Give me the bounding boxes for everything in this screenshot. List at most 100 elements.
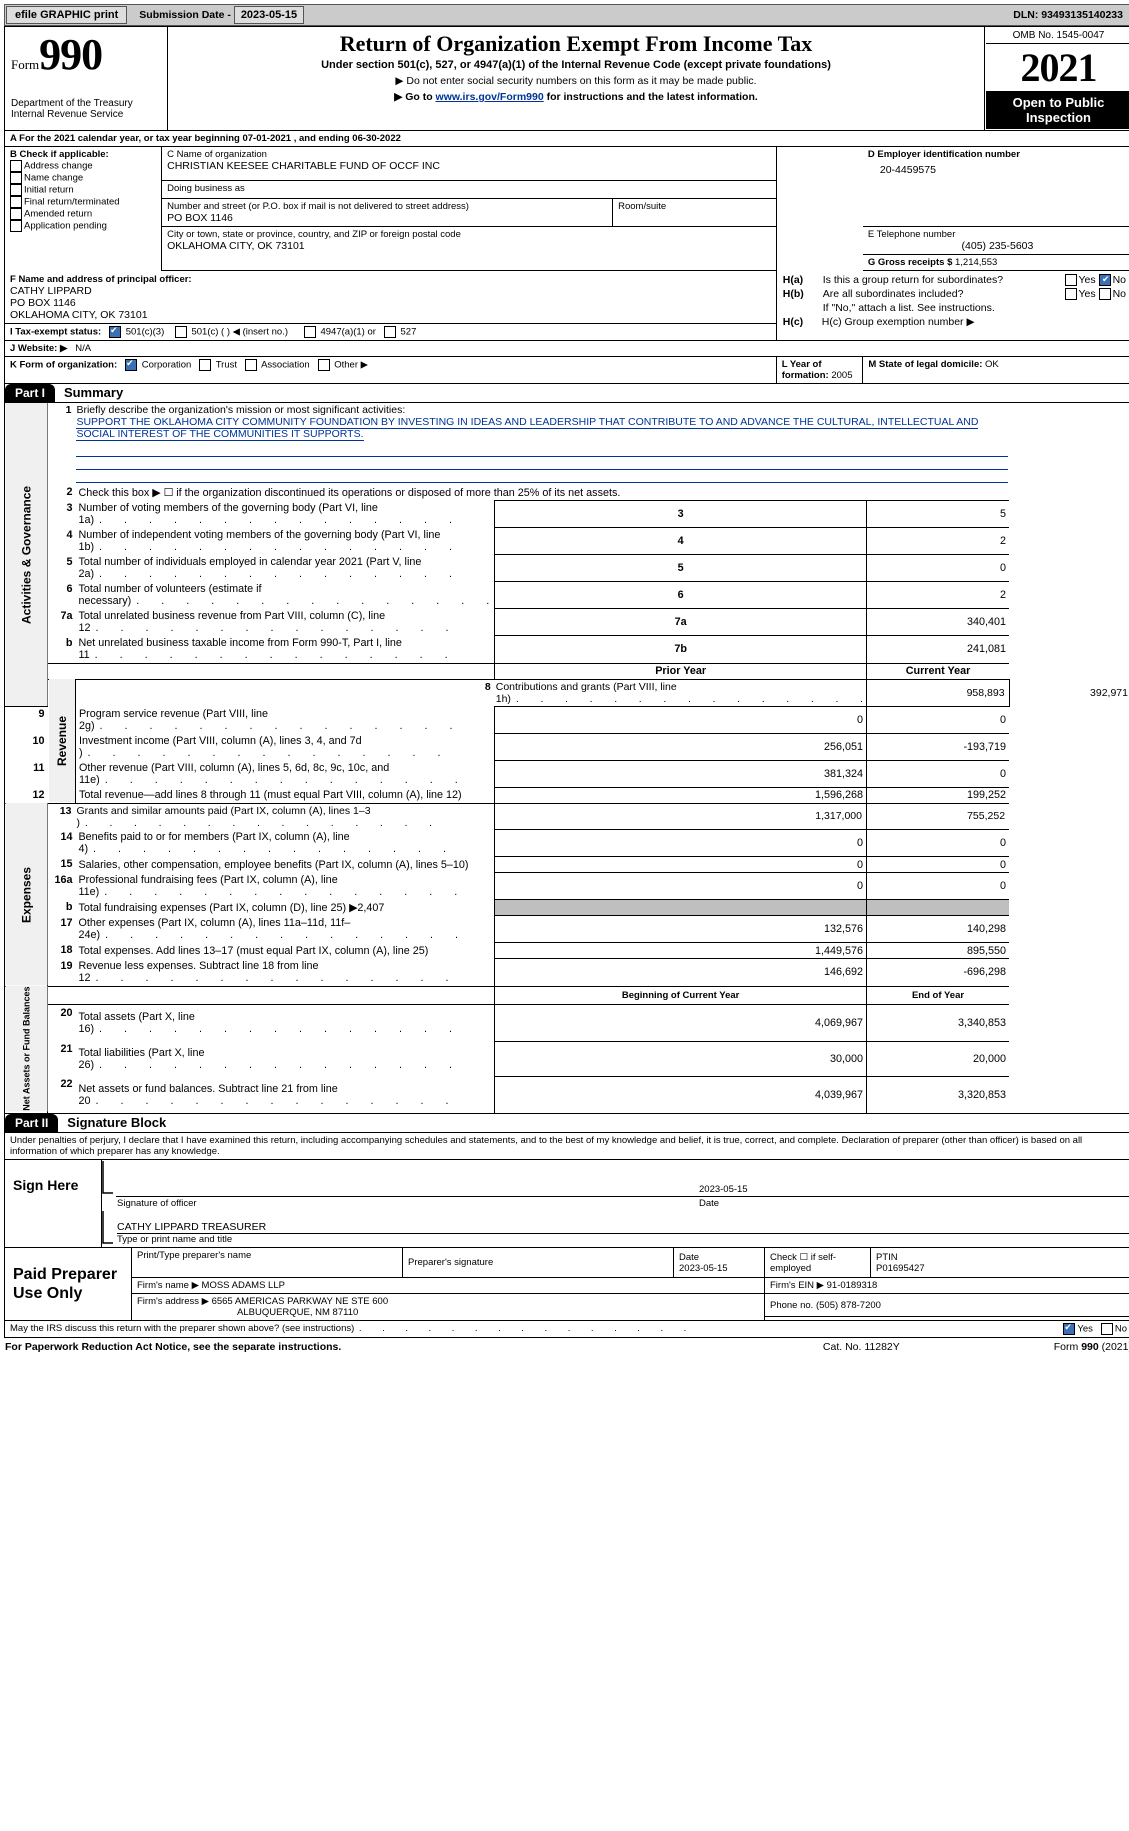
room-label: Room/suite xyxy=(613,199,776,226)
phone: (405) 235-5603 xyxy=(868,240,1127,252)
part1-body: Activities & Governance 1 Briefly descri… xyxy=(5,403,1129,1113)
e-label: E Telephone number xyxy=(868,229,1127,240)
chk-trust[interactable] xyxy=(199,359,211,371)
chk-final-return[interactable] xyxy=(10,196,22,208)
pp-sig-label: Preparer's signature xyxy=(403,1248,674,1278)
val-7a: 340,401 xyxy=(866,609,1009,636)
vert-activities: Activities & Governance xyxy=(5,403,48,706)
officer-name-title: CATHY LIPPARD TREASURER xyxy=(117,1213,1129,1234)
name-title-label: Type or print name and title xyxy=(117,1234,1129,1245)
chk-app-pending[interactable] xyxy=(10,220,22,232)
discuss-row: May the IRS discuss this return with the… xyxy=(5,1321,1129,1338)
hb-yes[interactable] xyxy=(1065,288,1077,300)
part1-title: Summary xyxy=(58,385,123,400)
footer-cat: Cat. No. 11282Y xyxy=(772,1338,951,1354)
chk-amended[interactable] xyxy=(10,208,22,220)
dept-label: Department of the Treasury Internal Reve… xyxy=(11,98,161,120)
val-5: 0 xyxy=(866,555,1009,582)
top-toolbar: efile GRAPHIC print Submission Date - 20… xyxy=(4,4,1129,26)
pp-date: 2023-05-15 xyxy=(679,1263,728,1274)
dln: DLN: 93493135140233 xyxy=(1013,9,1129,21)
chk-other[interactable] xyxy=(318,359,330,371)
val-3: 5 xyxy=(866,501,1009,528)
ein: 20-4459575 xyxy=(868,160,1127,176)
box-b: B Check if applicable: Address change Na… xyxy=(5,147,162,271)
col-prior: Prior Year xyxy=(495,663,867,679)
firm-name: MOSS ADAMS LLP xyxy=(202,1280,285,1291)
val-7b: 241,081 xyxy=(866,636,1009,664)
line1-label: Briefly describe the organization's miss… xyxy=(76,404,405,416)
c-label: C Name of organization xyxy=(167,149,771,160)
omb-number: OMB No. 1545-0047 xyxy=(986,28,1129,44)
section-a: A For the 2021 calendar year, or tax yea… xyxy=(5,131,1129,383)
discuss-yes[interactable] xyxy=(1063,1323,1075,1335)
box-k: K Form of organization: Corporation Trus… xyxy=(5,357,776,384)
chk-initial-return[interactable] xyxy=(10,184,22,196)
addr: PO BOX 1146 xyxy=(167,212,607,224)
col-begin: Beginning of Current Year xyxy=(495,986,867,1005)
box-i: I Tax-exempt status: 501(c)(3) 501(c) ( … xyxy=(5,324,776,341)
part2-tag: Part II xyxy=(5,1114,58,1132)
sig-date: 2023-05-15 xyxy=(698,1160,1129,1197)
chk-527[interactable] xyxy=(384,326,396,338)
ha-no[interactable] xyxy=(1099,274,1111,286)
chk-501c3[interactable] xyxy=(109,326,121,338)
sign-here-block: Sign Here 2023-05-15 Signature of office… xyxy=(5,1160,1129,1249)
val-6: 2 xyxy=(866,582,1009,609)
box-m: M State of legal domicile: OK xyxy=(863,357,1129,384)
sign-here: Sign Here xyxy=(5,1160,102,1211)
hb-no[interactable] xyxy=(1099,288,1111,300)
pp-name-label: Print/Type preparer's name xyxy=(137,1250,397,1261)
paid-preparer-block: Paid Preparer Use Only Print/Type prepar… xyxy=(5,1248,1129,1320)
chk-corp[interactable] xyxy=(125,359,137,371)
chk-name-change[interactable] xyxy=(10,172,22,184)
efile-print-button[interactable]: efile GRAPHIC print xyxy=(6,6,127,24)
note-link: ▶ Go to www.irs.gov/Form990 for instruct… xyxy=(174,91,978,103)
irs-link[interactable]: www.irs.gov/Form990 xyxy=(436,91,544,103)
ha-yes[interactable] xyxy=(1065,274,1077,286)
footer-left: For Paperwork Reduction Act Notice, see … xyxy=(4,1338,772,1354)
pp-self-employed: Check ☐ if self-employed xyxy=(765,1248,871,1278)
note-ssn: ▶ Do not enter social security numbers o… xyxy=(174,75,978,87)
discuss-no[interactable] xyxy=(1101,1323,1113,1335)
footer-right: Form 990 (2021) xyxy=(951,1338,1129,1354)
dba-label: Doing business as xyxy=(162,180,776,196)
sig-officer-label: Signature of officer xyxy=(116,1197,698,1211)
form-table: Form990 Department of the Treasury Inter… xyxy=(4,26,1129,1338)
box-h: H(a)Is this a group return for subordina… xyxy=(776,271,1129,341)
chk-address-change[interactable] xyxy=(10,160,22,172)
chk-501c[interactable] xyxy=(175,326,187,338)
paid-preparer: Paid Preparer Use Only xyxy=(5,1248,132,1320)
form-title: Return of Organization Exempt From Incom… xyxy=(174,31,978,57)
dln-value: 93493135140233 xyxy=(1041,9,1123,21)
d-label: D Employer identification number xyxy=(868,149,1127,160)
submission-date-value: 2023-05-15 xyxy=(234,6,304,24)
officer: CATHY LIPPARD PO BOX 1146 OKLAHOMA CITY,… xyxy=(10,285,771,321)
vert-revenue: Revenue xyxy=(48,679,76,803)
vert-expenses: Expenses xyxy=(5,803,48,986)
org-name: CHRISTIAN KEESEE CHARITABLE FUND OF OCCF… xyxy=(167,160,771,172)
box-f: F Name and address of principal officer:… xyxy=(5,271,776,324)
line-a: A For the 2021 calendar year, or tax yea… xyxy=(5,131,1129,147)
ptin: P01695427 xyxy=(876,1263,925,1274)
submission-date: Submission Date - 2023-05-15 xyxy=(131,9,1013,21)
chk-4947[interactable] xyxy=(304,326,316,338)
footer: For Paperwork Reduction Act Notice, see … xyxy=(4,1338,1129,1354)
vert-netassets: Net Assets or Fund Balances xyxy=(5,986,48,1113)
open-inspection: Open to Public Inspection xyxy=(986,91,1129,129)
addr-label: Number and street (or P.O. box if mail i… xyxy=(167,201,607,212)
firm-addr2: ALBUQUERQUE, NM 87110 xyxy=(137,1307,358,1318)
line2: Check this box ▶ ☐ if the organization d… xyxy=(75,484,1009,501)
col-current: Current Year xyxy=(866,663,1009,679)
g-receipts: G Gross receipts $ 1,214,553 xyxy=(863,255,1129,271)
website: N/A xyxy=(75,343,91,354)
part1-tag: Part I xyxy=(5,384,55,402)
part2-title: Signature Block xyxy=(61,1115,166,1130)
box-l: L Year of formation: 2005 xyxy=(776,357,863,384)
col-end: End of Year xyxy=(866,986,1009,1005)
chk-assoc[interactable] xyxy=(245,359,257,371)
form-subtitle: Under section 501(c), 527, or 4947(a)(1)… xyxy=(174,59,978,71)
firm-addr1: 6565 AMERICAS PARKWAY NE STE 600 xyxy=(212,1296,389,1307)
date-label: Date xyxy=(698,1197,1129,1211)
firm-phone: (505) 878-7200 xyxy=(816,1300,881,1311)
